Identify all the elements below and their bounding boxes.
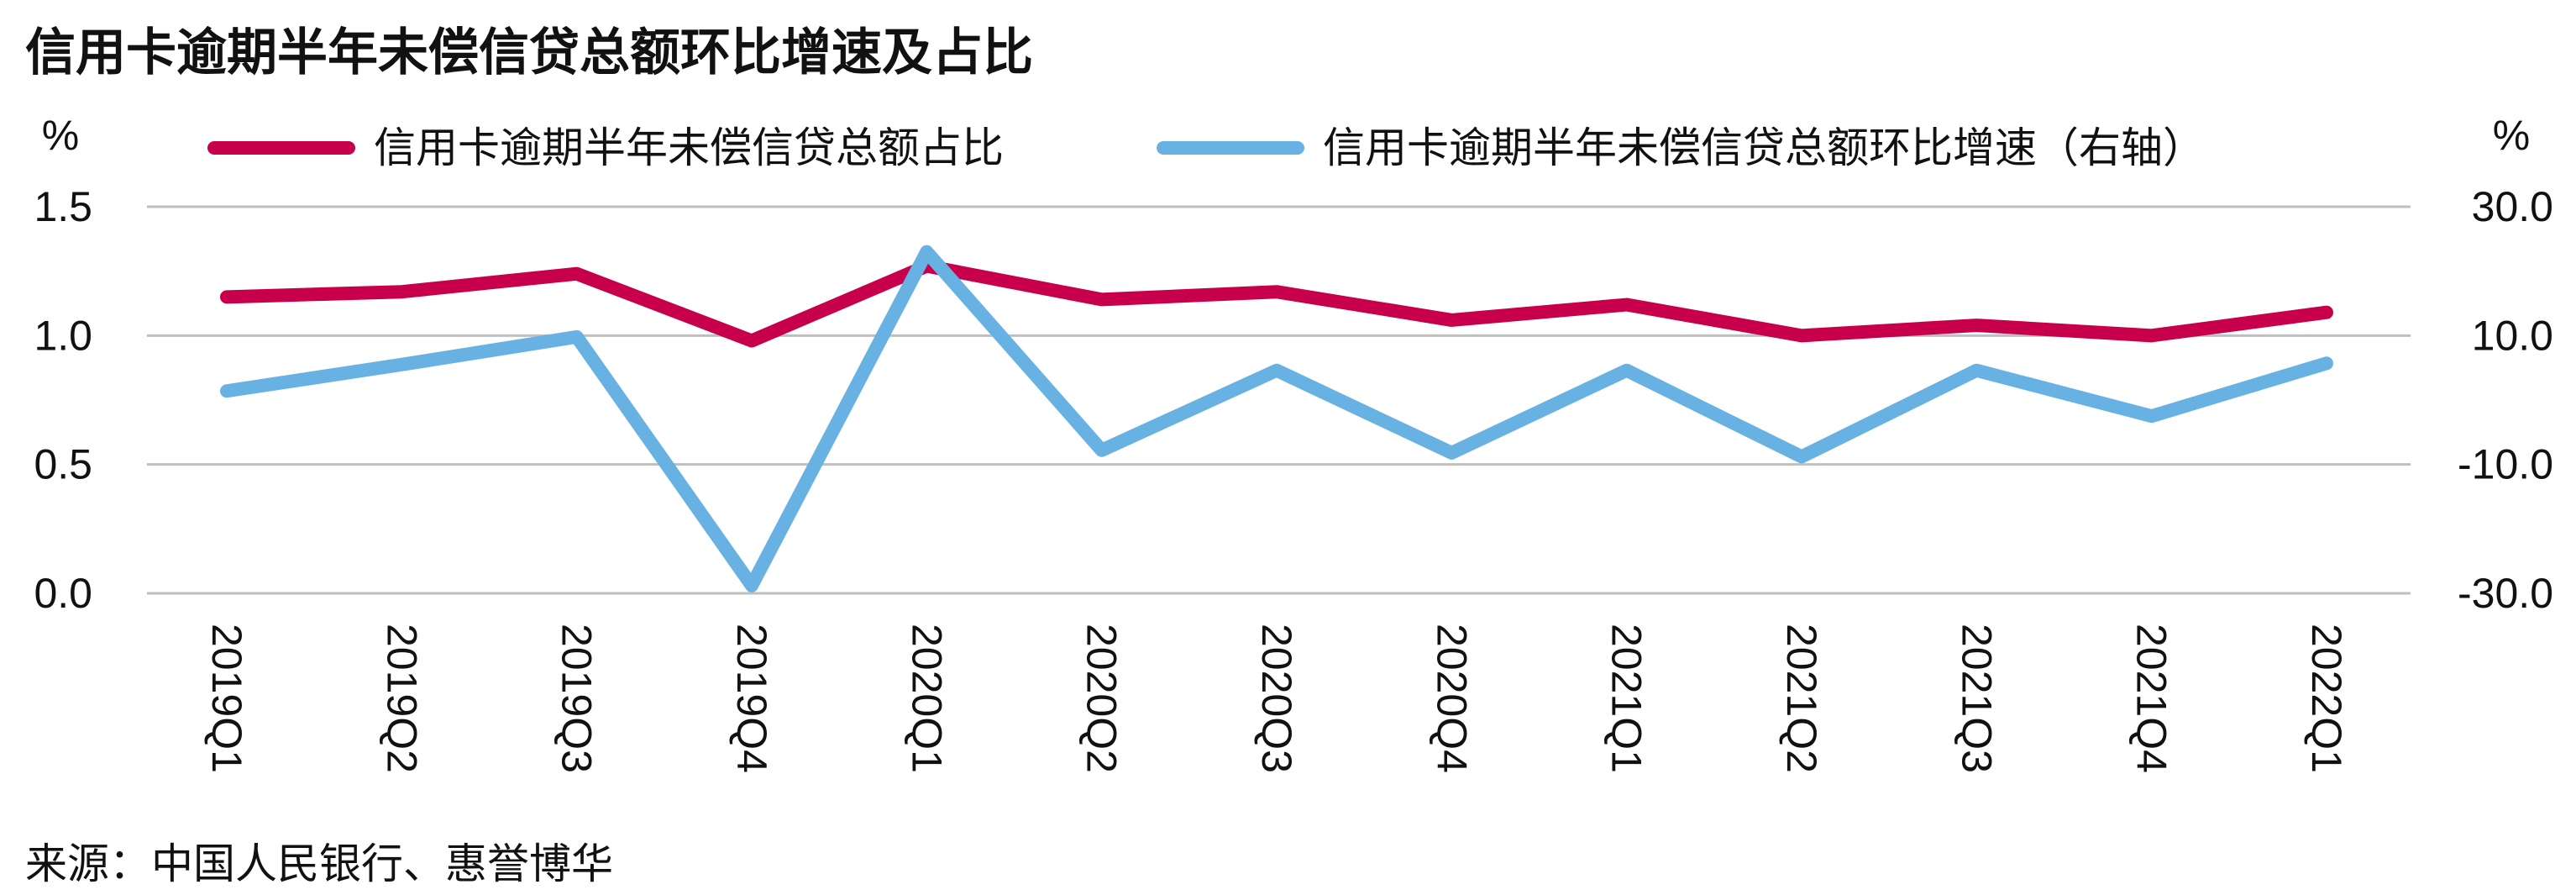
y-right-tick-label: -10.0 <box>2458 441 2553 488</box>
series-1-point <box>1276 291 1278 293</box>
grid-lines <box>147 205 2411 595</box>
y-right-tick-label: 30.0 <box>2472 183 2553 230</box>
y-left-unit: % <box>42 112 79 159</box>
y-left-tick-label: 1.0 <box>34 312 92 359</box>
series-2-point <box>2150 415 2153 418</box>
series-1-point <box>2326 311 2327 313</box>
x-tick-label: 2022Q1 <box>2303 624 2350 773</box>
series-1-point <box>751 340 753 342</box>
x-tick-label: 2020Q3 <box>1253 624 1300 773</box>
y-right-unit: % <box>2493 112 2530 159</box>
x-tick-label: 2020Q1 <box>903 624 950 773</box>
x-axis: 2019Q1 2019Q2 2019Q3 2019Q4 2020Q1 2020Q2 2020… <box>203 624 2350 773</box>
series-2-point <box>401 363 403 366</box>
series-1-point <box>575 272 578 275</box>
y-axis-right: 30.0 10.0 -10.0 -30.0% <box>2458 112 2553 617</box>
x-tick-label: 2021Q2 <box>1778 624 1825 773</box>
series-1-point <box>226 296 228 298</box>
y-right-tick-label: 10.0 <box>2472 312 2553 359</box>
x-tick-label: 2019Q2 <box>378 624 425 773</box>
series-1-point <box>1100 298 1103 301</box>
series-2-point <box>575 335 578 338</box>
series-1-point <box>1451 319 1453 321</box>
legend-label-1: 信用卡逾期半年未偿信贷总额占比 <box>374 124 1004 172</box>
x-tick-label: 2020Q2 <box>1078 624 1125 773</box>
x-tick-label: 2019Q4 <box>728 624 775 773</box>
plot-series <box>220 245 2333 592</box>
series-1-point <box>2150 334 2153 337</box>
series-1-point <box>1975 324 1978 327</box>
series-2-point <box>926 250 928 253</box>
y-axis-left: 1.5 1.0 0.5 0.0% <box>34 112 92 617</box>
series-1-point <box>401 291 403 293</box>
series-2-point <box>1100 449 1103 451</box>
legend: 信用卡逾期半年未偿信贷总额占比 信用卡逾期半年未偿信贷总额环比增速（右轴） <box>207 124 2205 172</box>
series-2-point <box>1625 369 1628 371</box>
series-2-point <box>226 390 228 392</box>
chart-source: 来源：中国人民银行、惠誉博华 <box>25 840 613 888</box>
series-2-point <box>1801 455 1802 458</box>
legend-label-2: 信用卡逾期半年未偿信贷总额环比增速（右轴） <box>1323 124 2205 172</box>
series-2-point <box>1975 369 1978 371</box>
series-line-1 <box>220 259 2333 348</box>
x-tick-label: 2019Q3 <box>553 624 601 773</box>
series-2-point <box>2326 362 2327 365</box>
x-tick-label: 2021Q4 <box>2128 624 2175 773</box>
y-left-tick-label: 0.0 <box>34 570 92 617</box>
x-tick-label: 2021Q3 <box>1953 624 2000 773</box>
series-2-point <box>1276 369 1278 371</box>
x-tick-label: 2019Q1 <box>203 624 250 773</box>
x-tick-label: 2021Q1 <box>1603 624 1650 773</box>
y-left-tick-label: 0.5 <box>34 441 92 488</box>
series-line-2 <box>220 245 2333 592</box>
y-left-tick-label: 1.5 <box>34 183 92 230</box>
series-2-point <box>1451 451 1453 454</box>
x-tick-label: 2020Q4 <box>1428 624 1475 773</box>
series-1-point <box>1801 334 1802 337</box>
y-right-tick-label: -30.0 <box>2458 570 2553 617</box>
series-1-point <box>1625 303 1628 306</box>
chart-title: 信用卡逾期半年未偿信贷总额环比增速及占比 <box>25 24 1033 82</box>
series-2-point <box>751 584 753 587</box>
